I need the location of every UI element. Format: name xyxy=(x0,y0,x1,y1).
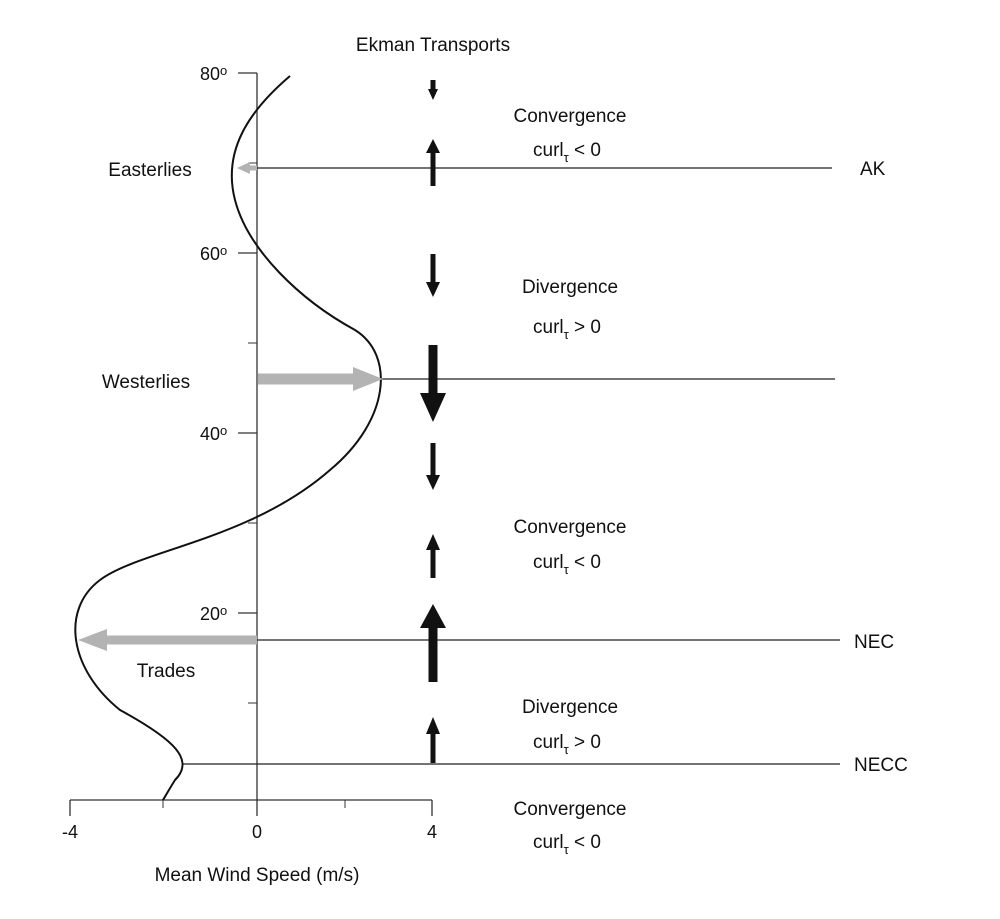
trades-arrow xyxy=(78,629,257,651)
zone-divergence-2: Divergence curlτ > 0 xyxy=(522,697,618,757)
ekman-arrow-up xyxy=(426,534,440,578)
svg-text:Divergence: Divergence xyxy=(522,277,618,298)
easterlies-arrow xyxy=(237,162,257,174)
x-axis-label: Mean Wind Speed (m/s) xyxy=(155,865,360,886)
zone-convergence-1: Convergence curlτ < 0 xyxy=(513,106,626,165)
wind-speed-curve xyxy=(74,75,382,801)
svg-text:curlτ > 0: curlτ > 0 xyxy=(533,732,601,757)
x-tick-label-4: 4 xyxy=(427,822,437,842)
current-label-ak: AK xyxy=(860,159,886,180)
zone-convergence-2: Convergence curlτ < 0 xyxy=(513,517,626,577)
svg-text:curlτ < 0: curlτ < 0 xyxy=(533,140,601,165)
ekman-arrow-down xyxy=(428,80,438,100)
westerlies-label: Westerlies xyxy=(102,372,190,393)
x-tick-label-minus4: -4 xyxy=(62,822,78,842)
y-tick-label-60: 60o xyxy=(200,243,227,264)
zone-divergence-1: Divergence curlτ > 0 xyxy=(522,277,618,342)
ekman-arrow-up xyxy=(426,717,440,763)
svg-text:curlτ < 0: curlτ < 0 xyxy=(533,552,601,577)
ekman-arrow-up xyxy=(420,604,446,682)
westerlies-arrow xyxy=(258,367,383,391)
ekman-arrow-down xyxy=(420,345,446,422)
y-tick-label-80: 80o xyxy=(200,63,227,84)
trades-label: Trades xyxy=(137,661,195,682)
zone-convergence-3: Convergence curlτ < 0 xyxy=(513,799,626,857)
svg-text:Convergence: Convergence xyxy=(513,517,626,538)
y-tick-label-40: 40o xyxy=(200,423,227,444)
ekman-arrow-down xyxy=(426,254,440,297)
svg-text:Convergence: Convergence xyxy=(513,799,626,820)
svg-text:Convergence: Convergence xyxy=(513,106,626,127)
ekman-arrow-down xyxy=(426,443,440,490)
x-tick-label-0: 0 xyxy=(252,822,262,842)
current-label-necc: NECC xyxy=(854,755,908,776)
ekman-arrow-up xyxy=(426,139,440,186)
svg-text:curlτ > 0: curlτ > 0 xyxy=(533,317,601,342)
svg-text:Divergence: Divergence xyxy=(522,697,618,718)
easterlies-label: Easterlies xyxy=(108,160,191,181)
y-tick-label-20: 20o xyxy=(200,603,227,624)
diagram-title: Ekman Transports xyxy=(356,35,510,56)
svg-text:curlτ < 0: curlτ < 0 xyxy=(533,832,601,857)
current-label-nec: NEC xyxy=(854,632,894,653)
